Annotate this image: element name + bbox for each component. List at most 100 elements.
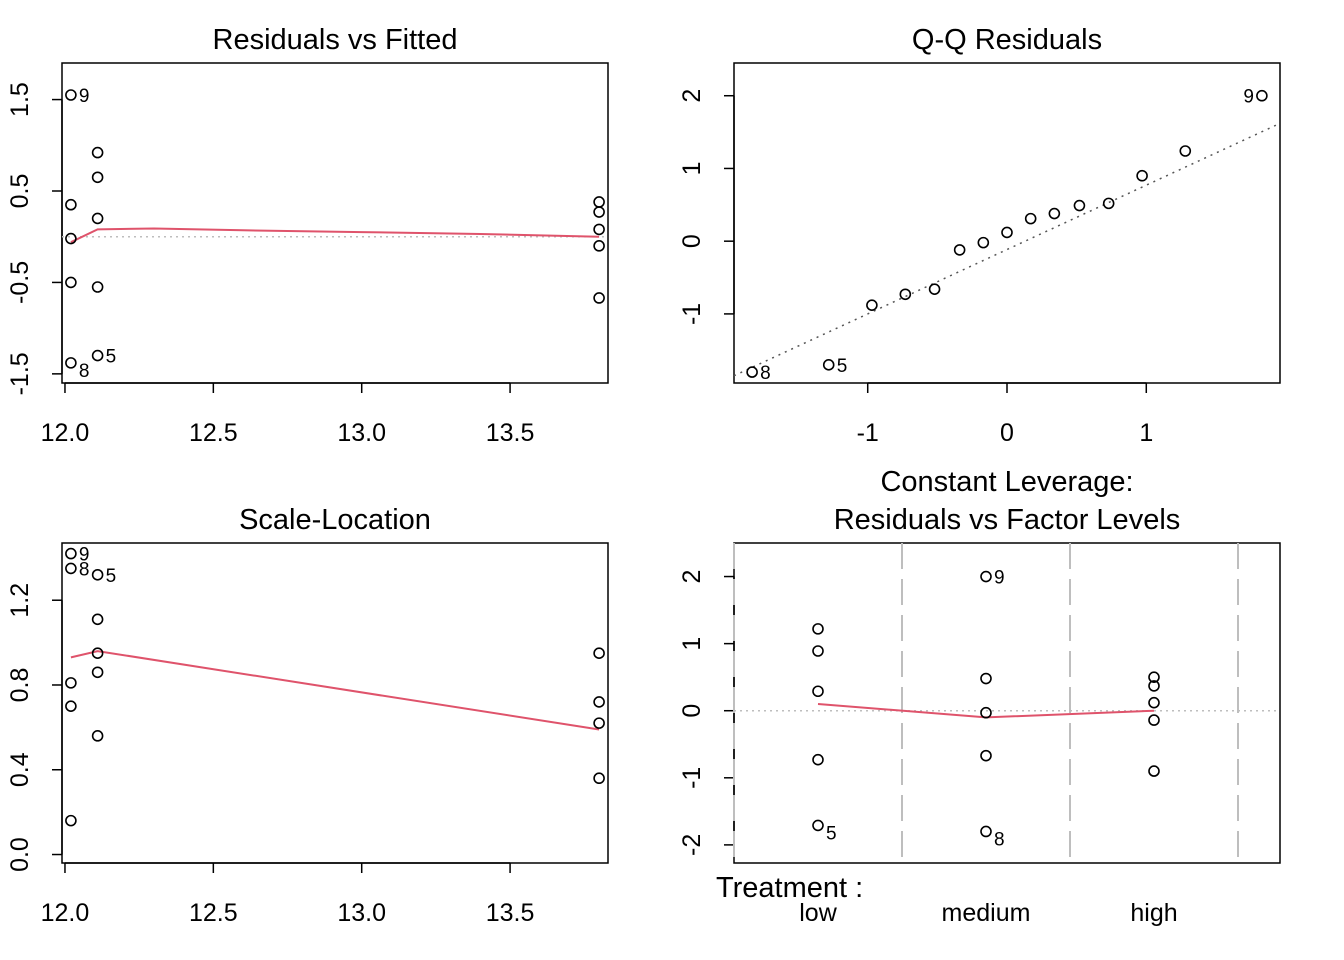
data-point xyxy=(1148,680,1160,692)
data-point xyxy=(1148,765,1160,777)
y-tick-label: 1.5 xyxy=(6,82,34,117)
panel-cl: Constant Leverage: Residuals vs Factor Le… xyxy=(678,466,1281,927)
data-point xyxy=(1148,714,1160,726)
data-point xyxy=(91,171,104,184)
point-label: 8 xyxy=(994,829,1005,850)
y-axis: -1.5 -0.5 0.5 1.5 xyxy=(6,82,63,395)
data-point xyxy=(593,717,605,729)
point-label: 5 xyxy=(826,823,837,844)
x-tick-label: 12.5 xyxy=(189,419,238,447)
data-point xyxy=(65,700,77,712)
smoother-line xyxy=(70,227,600,244)
plot-frame xyxy=(733,542,1281,864)
data-point xyxy=(1179,145,1192,157)
data-point xyxy=(812,685,824,698)
y-tick-label: 0.0 xyxy=(6,837,34,872)
y-tick-label: 0.8 xyxy=(6,668,34,703)
x-tick-label: 13.0 xyxy=(337,419,386,447)
x-tick-label: 13.5 xyxy=(486,419,535,447)
data-point xyxy=(953,244,966,256)
x-axis: 12.0 12.5 13.0 13.5 xyxy=(41,382,535,447)
data-point xyxy=(91,647,104,659)
y-tick-label: 0.4 xyxy=(6,752,34,787)
point-label: 5 xyxy=(106,347,117,368)
plot-frame xyxy=(61,542,609,864)
point-label: 9 xyxy=(79,86,90,107)
panel-title: Constant Leverage: xyxy=(880,466,1133,498)
data-point xyxy=(1024,212,1037,225)
y-axis: 0.0 0.4 0.8 1.2 xyxy=(6,583,63,872)
data-point xyxy=(980,570,992,583)
data-point xyxy=(91,349,104,362)
x-tick-label: 12.0 xyxy=(41,419,90,447)
data-point xyxy=(91,212,104,225)
y-tick-label: 0 xyxy=(678,704,706,718)
point-label: 9 xyxy=(994,568,1005,589)
data-point xyxy=(593,223,605,236)
data-point xyxy=(65,198,77,211)
x-tick-label: 12.0 xyxy=(41,899,90,927)
y-axis: -1 0 1 2 xyxy=(678,89,735,325)
x-axis: 12.0 12.5 13.0 13.5 xyxy=(41,862,534,927)
data-point xyxy=(593,772,605,785)
data-point xyxy=(866,299,878,311)
panel-rvf: Residuals vs Fitted-1.5-0.50.51.512.0 12.… xyxy=(6,24,609,447)
data-point xyxy=(1048,207,1061,220)
x-axis: -1 0 1 xyxy=(857,382,1153,447)
data-point xyxy=(65,677,77,689)
y-tick-label: 2 xyxy=(678,89,706,103)
data-point xyxy=(65,232,77,245)
panel-qq: Q-Q Residuals -1 0 1 2 -1 0 1 8 5 9 xyxy=(678,24,1281,447)
x-tick-label: low xyxy=(799,899,837,927)
x-tick-label: 1 xyxy=(1139,419,1153,447)
data-point xyxy=(980,672,992,685)
point-label: 9 xyxy=(79,545,90,566)
plot-frame xyxy=(61,62,609,384)
data-point xyxy=(593,206,605,218)
smoother-line xyxy=(70,650,600,731)
data-point xyxy=(812,819,824,832)
data-point xyxy=(812,623,824,635)
x-tick-label: 0 xyxy=(1000,419,1014,447)
data-point xyxy=(593,647,605,659)
y-tick-label: -1.5 xyxy=(6,352,34,395)
panel-title: Residuals vs Fitted xyxy=(213,24,458,56)
y-tick-label: -1 xyxy=(678,767,706,789)
data-point xyxy=(980,749,992,762)
data-point xyxy=(1102,197,1115,210)
y-tick-label: 2 xyxy=(678,570,706,584)
points: 9 85 xyxy=(65,86,605,382)
panel-title: Residuals vs Factor Levels xyxy=(834,504,1181,536)
data-point xyxy=(899,288,912,301)
y-tick-label: 0.5 xyxy=(6,174,34,209)
data-point xyxy=(593,696,605,708)
data-point xyxy=(1136,169,1148,182)
point-label: 5 xyxy=(106,566,117,587)
y-tick-label: -0.5 xyxy=(6,261,34,304)
data-point xyxy=(65,89,77,101)
factor-label: Treatment : xyxy=(716,872,863,904)
data-point xyxy=(1148,671,1160,683)
y-axis: -2 -1 0 1 2 xyxy=(678,570,735,856)
data-point xyxy=(91,146,104,159)
y-tick-label: -1 xyxy=(678,303,706,325)
data-point xyxy=(65,547,77,560)
data-point xyxy=(593,196,605,208)
y-tick-label: 0 xyxy=(678,234,706,248)
data-point xyxy=(91,613,104,626)
data-point xyxy=(928,283,941,295)
data-point xyxy=(977,236,990,249)
data-point xyxy=(812,645,824,657)
data-point xyxy=(593,292,605,304)
x-axis: low medium high Treatment : xyxy=(716,872,1178,927)
y-tick-label: 1 xyxy=(678,637,706,651)
data-point xyxy=(65,276,77,289)
y-tick-label: 1.2 xyxy=(6,583,34,618)
data-point xyxy=(1073,199,1086,212)
x-tick-label: medium xyxy=(942,899,1031,927)
data-point xyxy=(91,666,104,679)
x-tick-label: 13.0 xyxy=(337,899,386,927)
point-label: 9 xyxy=(1243,87,1254,108)
points: 8 5 9 xyxy=(746,87,1268,384)
y-tick-label: -2 xyxy=(678,834,706,856)
